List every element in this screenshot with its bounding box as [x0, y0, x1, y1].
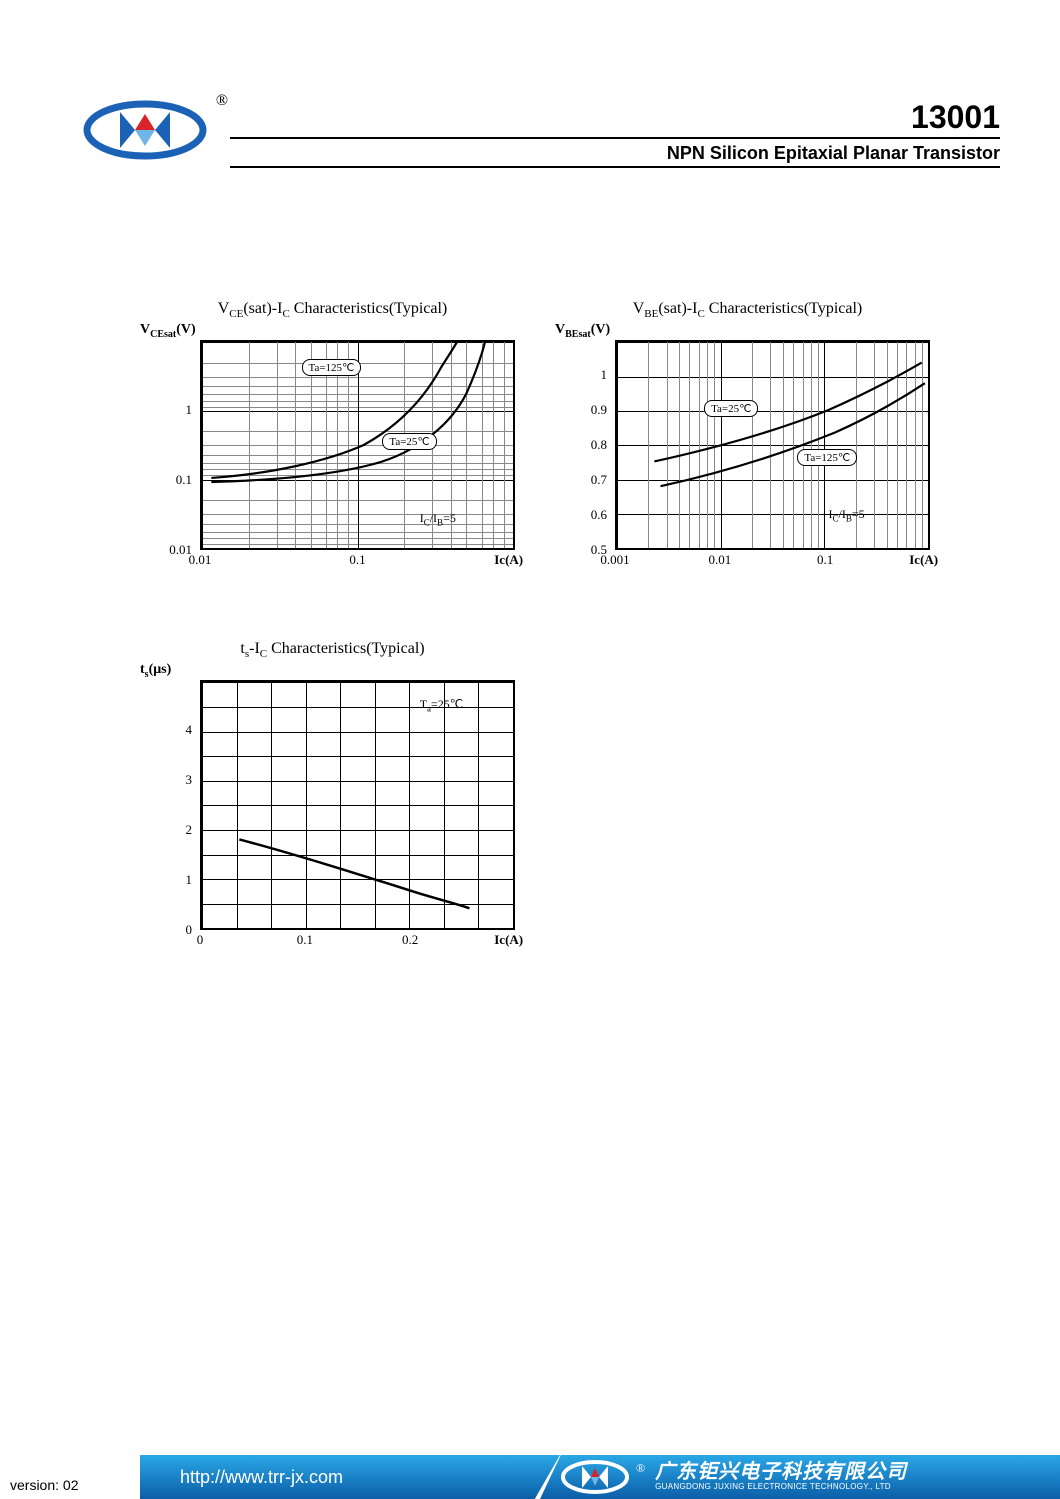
footer-company: ® 广东钜兴电子科技有限公司 GUANGDONG JUXING ELECTRON…: [540, 1455, 1060, 1499]
x-tick-label: 0.1: [349, 552, 365, 568]
logo-icon: [560, 1459, 630, 1495]
chart-title: VBE(sat)-IC Characteristics(Typical): [555, 300, 940, 320]
logo-icon: [80, 100, 210, 160]
chart-ts: ts-IC Characteristics(Typical) ts(μs) 4 3…: [140, 640, 525, 960]
y-ticks: 43210: [140, 680, 196, 930]
y-axis-label: ts(μs): [140, 662, 171, 680]
x-ticks: 0.0010.010.1Ic(A): [615, 552, 930, 572]
x-axis-label: Ic(A): [494, 932, 523, 948]
title-block: 13001 NPN Silicon Epitaxial Planar Trans…: [230, 100, 1000, 168]
website-url[interactable]: http://www.trr-jx.com: [140, 1455, 560, 1499]
curve-Ta=25C: [654, 363, 921, 462]
curve-ts: [239, 840, 469, 909]
chart-annotation: Ta=125℃: [797, 449, 857, 466]
x-tick-label: 0.1: [297, 932, 313, 948]
chart-vbe-sat: VBE(sat)-IC Characteristics(Typical) VBE…: [555, 300, 940, 580]
y-tick-label: 2: [186, 822, 193, 838]
x-tick-label: 0: [197, 932, 204, 948]
x-axis-label: Ic(A): [909, 552, 938, 568]
x-tick-label: 0.2: [402, 932, 418, 948]
y-ticks: 10.90.80.70.60.5: [555, 340, 611, 550]
x-ticks: 00.10.2Ic(A): [200, 932, 515, 952]
y-axis-label: VBEsat(V): [555, 322, 610, 340]
x-axis-label: Ic(A): [494, 552, 523, 568]
x-tick-label: 0.01: [709, 552, 732, 568]
plot-area: Ta=125℃ Ta=25℃ IC/IB=5: [200, 340, 515, 550]
y-tick-label: 0.7: [591, 472, 607, 488]
product-subtitle: NPN Silicon Epitaxial Planar Transistor: [230, 139, 1000, 164]
x-ticks: 0.010.1Ic(A): [200, 552, 515, 572]
chart-annotation: IC/IB=5: [828, 507, 864, 523]
charts-region: VCE(sat)-IC Characteristics(Typical) VCE…: [140, 300, 940, 1020]
version-label: version: 02: [0, 1455, 140, 1499]
chart-title: ts-IC Characteristics(Typical): [140, 640, 525, 660]
chart-annotation: IC/IB=5: [420, 511, 456, 527]
chart-annotation: Ta=125℃: [302, 359, 362, 376]
y-tick-label: 1: [601, 367, 608, 383]
y-axis-label: VCEsat(V): [140, 322, 196, 340]
y-ticks: 10.10.01: [140, 340, 196, 550]
y-tick-label: 1: [186, 402, 193, 418]
company-logo: ®: [80, 100, 210, 160]
page-header: ® 13001 NPN Silicon Epitaxial Planar Tra…: [80, 100, 1000, 168]
chart-title: VCE(sat)-IC Characteristics(Typical): [140, 300, 525, 320]
x-tick-label: 0.001: [600, 552, 629, 568]
chart-annotation: Ta=25℃: [382, 433, 436, 450]
chart-annotation: Ta=25℃: [420, 697, 464, 713]
x-tick-label: 0.01: [189, 552, 212, 568]
y-tick-label: 0.8: [591, 437, 607, 453]
company-name-en: GUANGDONG JUXING ELECTRONICE TECHNOLOGY.…: [655, 1483, 907, 1491]
y-tick-label: 0.9: [591, 402, 607, 418]
y-tick-label: 0.6: [591, 507, 607, 523]
y-tick-label: 4: [186, 722, 193, 738]
registered-mark: ®: [216, 92, 228, 110]
company-name-cn: 广东钜兴电子科技有限公司: [655, 1462, 907, 1483]
x-tick-label: 0.1: [817, 552, 833, 568]
y-tick-label: 0: [186, 922, 193, 938]
chart-annotation: Ta=25℃: [704, 400, 758, 417]
plot-area: Ta=25℃: [200, 680, 515, 930]
page-footer: version: 02 http://www.trr-jx.com ® 广东钜兴…: [0, 1455, 1060, 1499]
plot-area: Ta=25℃ Ta=125℃ IC/IB=5: [615, 340, 930, 550]
y-tick-label: 3: [186, 772, 193, 788]
y-tick-label: 1: [186, 872, 193, 888]
y-tick-label: 0.1: [176, 472, 192, 488]
part-number: 13001: [230, 100, 1000, 135]
chart-vce-sat: VCE(sat)-IC Characteristics(Typical) VCE…: [140, 300, 525, 580]
registered-mark: ®: [636, 1461, 645, 1476]
